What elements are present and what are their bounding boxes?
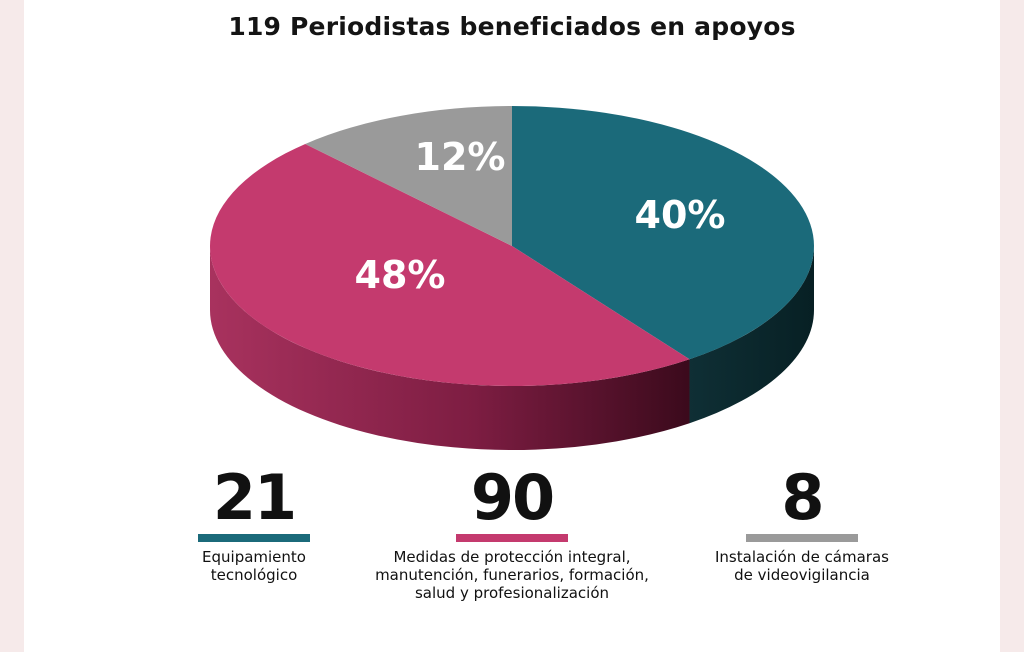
stat-description-line: Medidas de protección integral,	[393, 548, 631, 566]
stat-description-line: salud y profesionalización	[414, 584, 610, 602]
stat-description-line: Equipamiento	[202, 548, 306, 566]
stat-description: Medidas de protección integral, manutenci…	[322, 548, 702, 602]
pie-slice-1	[209, 143, 690, 387]
pie-side-1	[210, 246, 690, 451]
slice-label-2: 12%	[415, 135, 506, 179]
stat-description: Equipamiento tecnológico	[64, 548, 444, 584]
slice-label-1: 48%	[355, 253, 446, 297]
stat-description-line: tecnológico	[210, 566, 298, 584]
slice-label-0: 40%	[635, 193, 726, 237]
stat-color-bar	[198, 534, 310, 542]
stat-block: 21 Equipamiento tecnológico	[64, 462, 444, 584]
stat-color-bar	[456, 534, 568, 542]
stat-block: 90 Medidas de protección integral, manuten…	[322, 461, 702, 603]
stat-description: Instalación de cámaras de videovigilancia	[612, 548, 992, 584]
stat-description-line: manutención, funerarios, formación,	[375, 566, 649, 584]
stat-number: 8	[781, 461, 824, 534]
stat-number: 21	[212, 461, 297, 534]
stat-block: 8 Instalación de cámaras de videovigilanci…	[612, 461, 992, 585]
pie-slice-0	[512, 106, 815, 360]
stat-description-line: Instalación de cámaras	[715, 548, 889, 566]
pie-chart: 40% 48% 12%	[209, 106, 815, 451]
stat-description-line: de videovigilancia	[734, 566, 870, 584]
stat-color-bar	[746, 534, 858, 542]
pie-slice-2	[305, 106, 512, 246]
stat-number: 90	[470, 461, 555, 534]
pie-side-0	[689, 246, 814, 424]
chart-title: 119 Periodistas beneficiados en apoyos	[228, 12, 796, 41]
